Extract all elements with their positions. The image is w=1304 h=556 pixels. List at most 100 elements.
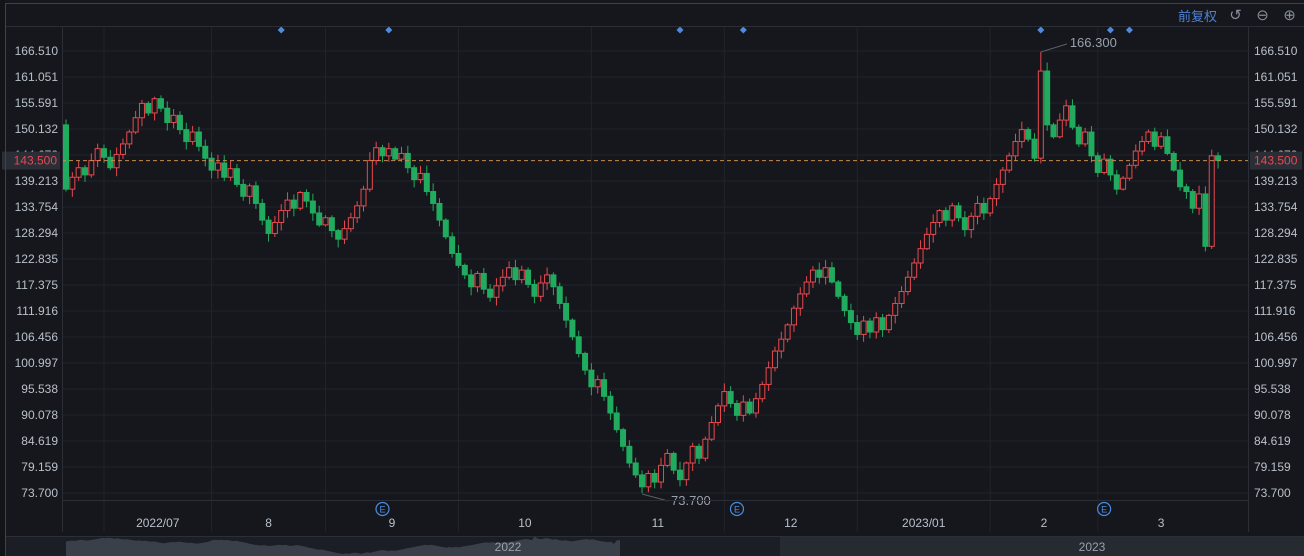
- candle-down: [183, 129, 190, 143]
- candle-up: [385, 148, 392, 157]
- candle-down: [1189, 191, 1196, 209]
- candle-down: [550, 274, 557, 288]
- candle-down: [563, 302, 570, 321]
- event-diamond-icon[interactable]: [1125, 26, 1133, 34]
- candle-up: [1063, 105, 1070, 121]
- candle-down: [866, 320, 873, 333]
- candle-down: [835, 281, 842, 297]
- y-tick-label-left: 90.078: [21, 408, 58, 422]
- candle-up: [341, 228, 348, 240]
- last-price-label-left: 143.500: [14, 154, 58, 168]
- earnings-circle-icon[interactable]: [375, 501, 390, 517]
- candle-down: [854, 322, 861, 335]
- y-tick-label-left: 150.132: [15, 122, 59, 136]
- candle-up: [784, 324, 791, 340]
- earnings-circle-icon[interactable]: [1097, 501, 1112, 517]
- candle-up: [1082, 131, 1089, 145]
- event-diamond-icon[interactable]: [676, 26, 684, 34]
- event-diamond-icon[interactable]: [385, 26, 393, 34]
- y-tick-label-left: 139.213: [15, 174, 59, 188]
- candle-down: [1183, 186, 1190, 193]
- y-tick-label-left: 122.835: [15, 252, 59, 266]
- event-diamond-icon[interactable]: [1037, 26, 1045, 34]
- candle-down: [1177, 169, 1184, 188]
- candle-down: [696, 445, 702, 459]
- candle-down: [1088, 131, 1095, 157]
- y-tick-label-right: 161.051: [1254, 70, 1298, 84]
- event-markers: [277, 26, 1133, 34]
- undo-icon[interactable]: ↺: [1229, 6, 1242, 24]
- candle-down: [828, 267, 835, 283]
- candle-up: [474, 272, 481, 288]
- candle-up: [75, 167, 82, 178]
- y-tick-label-right: 155.591: [1254, 96, 1298, 110]
- candle-up: [689, 445, 696, 464]
- y-tick-label-right: 128.294: [1254, 226, 1298, 240]
- month-label: 3: [1158, 516, 1165, 530]
- candle-up: [771, 350, 778, 369]
- candle-down: [733, 402, 740, 416]
- candle-up: [1037, 70, 1044, 159]
- navigator[interactable]: 2022 2023: [5, 536, 1304, 556]
- candles[interactable]: [63, 52, 1222, 493]
- candle-down: [1031, 138, 1038, 159]
- candle-up: [360, 188, 367, 207]
- y-tick-label-left: 79.159: [21, 460, 58, 474]
- candle-up: [936, 210, 943, 223]
- candle-up: [1012, 141, 1019, 157]
- candle-down: [1094, 155, 1101, 173]
- candle-down: [265, 219, 272, 234]
- adjust-mode-button[interactable]: 前复权: [1177, 8, 1217, 24]
- event-diamond-icon[interactable]: [739, 26, 747, 34]
- candle-down: [461, 264, 468, 276]
- y-tick-label-left: 100.997: [15, 356, 59, 370]
- candle-up: [702, 438, 709, 459]
- candle-down: [1170, 152, 1177, 171]
- candle-down: [259, 202, 266, 221]
- candle-up: [1158, 136, 1165, 147]
- candle-up: [246, 185, 253, 197]
- candle-up: [170, 114, 177, 123]
- candle-down: [613, 412, 620, 431]
- earnings-circle-icon[interactable]: [729, 501, 745, 517]
- candle-up: [227, 168, 234, 178]
- candle-up: [284, 199, 291, 212]
- month-label: 9: [389, 516, 396, 530]
- candle-down: [879, 317, 886, 331]
- candle-down: [1069, 105, 1076, 128]
- candle-down: [942, 210, 949, 221]
- zoom-in-icon[interactable]: ⊕: [1283, 6, 1296, 24]
- candle-down: [677, 469, 684, 481]
- candle-up: [752, 398, 759, 414]
- candle-down: [1107, 158, 1114, 176]
- candle-down: [727, 391, 734, 404]
- candle-up: [126, 131, 133, 145]
- candle-down: [145, 102, 152, 114]
- candle-up: [1006, 155, 1013, 171]
- y-tick-label-left: 155.591: [15, 96, 59, 110]
- candle-down: [620, 429, 627, 447]
- candle-up: [930, 221, 937, 235]
- candle-up: [683, 462, 690, 481]
- candle-down: [290, 199, 297, 209]
- y-tick-label-right: 106.456: [1254, 330, 1298, 344]
- event-diamond-icon[interactable]: [1106, 26, 1114, 34]
- candle-down: [1025, 129, 1032, 140]
- candle-down: [316, 212, 323, 226]
- candle-down: [955, 205, 962, 219]
- candle-up: [373, 147, 380, 162]
- candle-up: [645, 472, 652, 488]
- candle-down: [582, 352, 589, 371]
- event-diamond-icon[interactable]: [277, 26, 285, 34]
- y-tick-label-left: 133.754: [15, 200, 59, 214]
- y-tick-label-right: 79.159: [1254, 460, 1291, 474]
- zoom-out-icon[interactable]: ⊖: [1256, 6, 1269, 24]
- candle-up: [765, 367, 772, 385]
- y-axis-right: 166.510161.051155.591150.132144.672139.2…: [1254, 44, 1298, 500]
- year-label: 2023: [1079, 540, 1106, 554]
- candle-up: [1018, 129, 1025, 143]
- candle-up: [721, 391, 728, 407]
